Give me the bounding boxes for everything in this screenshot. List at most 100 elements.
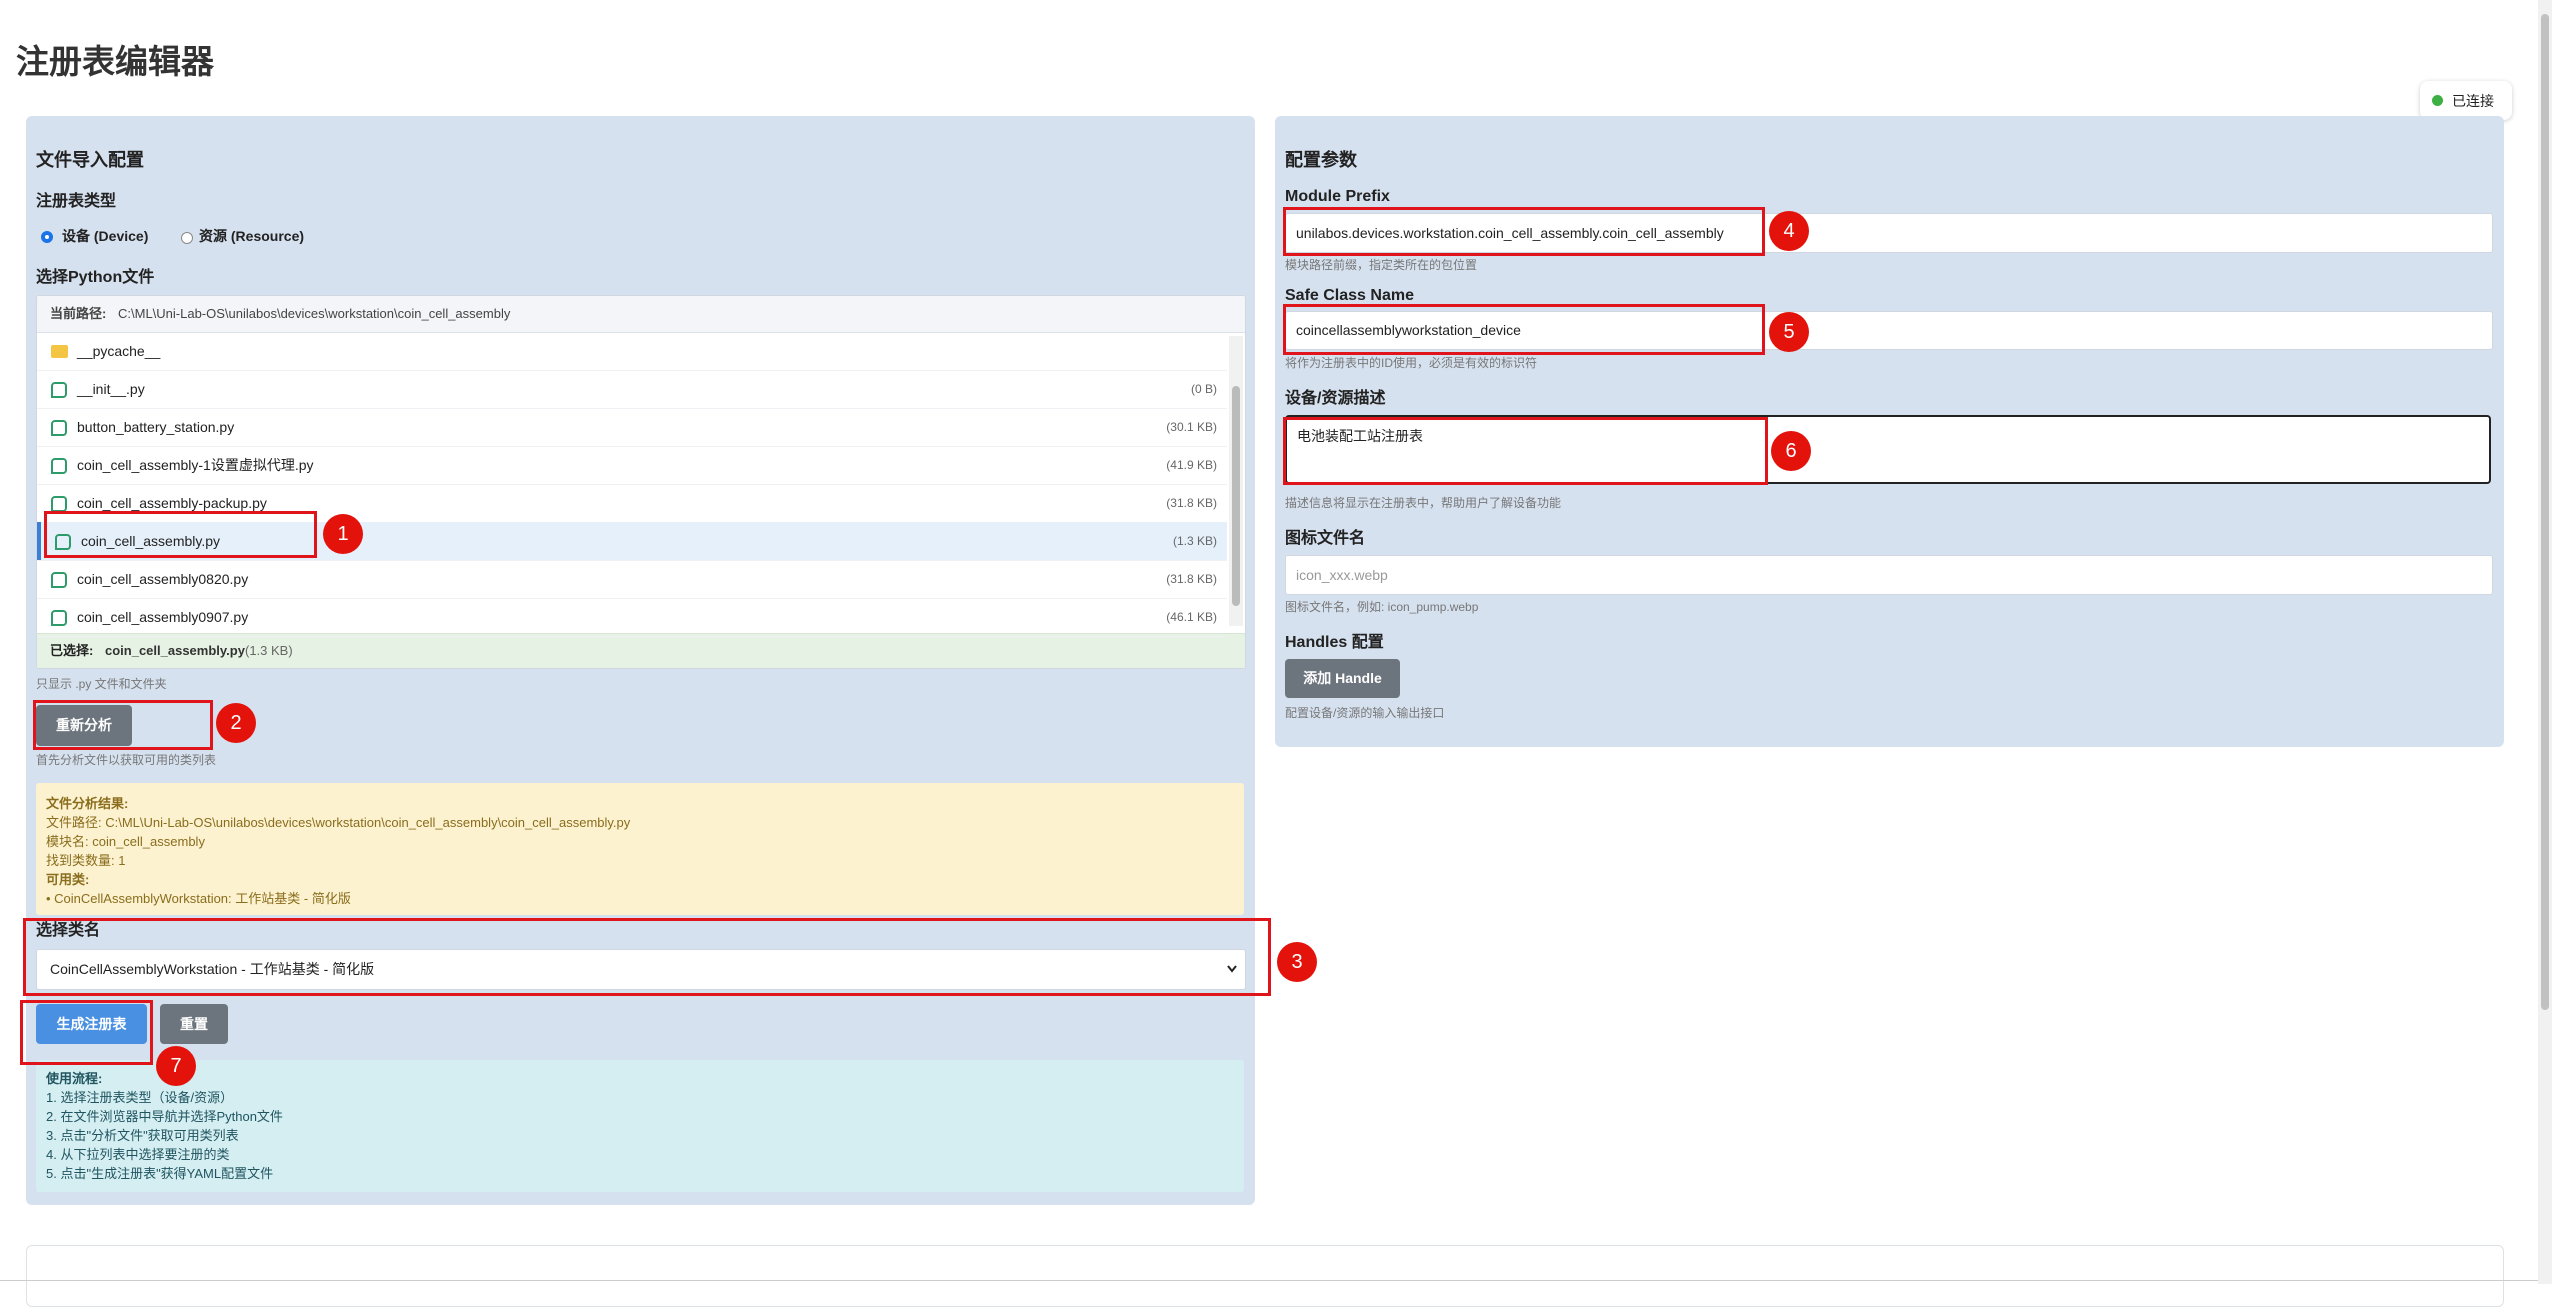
input-placeholder[interactable]: icon_xxx.webp xyxy=(1296,567,1388,583)
file-name[interactable]: __init__.py xyxy=(77,381,145,397)
selected-indicator xyxy=(37,522,41,560)
annotation-number: 4 xyxy=(1769,211,1809,251)
field-label: Module Prefix xyxy=(1285,188,1390,205)
usage-line: 4. 从下拉列表中选择要注册的类 xyxy=(46,1147,230,1162)
file-row[interactable]: coin_cell_assembly.py (1.3 KB) xyxy=(37,522,1227,561)
bottom-panel xyxy=(26,1245,2504,1307)
field-label: Handles 配置 xyxy=(1285,634,1384,651)
radio-device[interactable] xyxy=(41,231,53,243)
file-size: (31.8 KB) xyxy=(1166,572,1217,586)
add-handle-button[interactable]: 添加 Handle xyxy=(1285,659,1400,698)
textarea-value[interactable]: 电池装配工站注册表 xyxy=(1297,428,1423,444)
analysis-line: • CoinCellAssemblyWorkstation: 工作站基类 - 简… xyxy=(46,891,351,906)
file-row[interactable]: coin_cell_assembly-1设置虚拟代理.py (41.9 KB) xyxy=(37,446,1227,485)
file-row[interactable]: __init__.py (0 B) xyxy=(37,370,1227,409)
hint: 配置设备/资源的输入输出接口 xyxy=(1285,706,1445,720)
file-name[interactable]: coin_cell_assembly-1设置虚拟代理.py xyxy=(77,457,314,473)
annotation-box xyxy=(44,511,317,558)
annotation-number: 6 xyxy=(1771,431,1811,471)
input-value[interactable]: unilabos.devices.workstation.coin_cell_a… xyxy=(1296,225,1724,241)
input-value[interactable]: coincellassemblyworkstation_device xyxy=(1296,322,1521,338)
selected-bar xyxy=(37,633,1245,668)
annotation-number: 7 xyxy=(156,1046,196,1086)
file-name[interactable]: coin_cell_assembly-packup.py xyxy=(77,495,267,511)
section-heading: 配置参数 xyxy=(1285,150,1357,170)
python-icon xyxy=(51,420,67,436)
usage-line: 使用流程: xyxy=(46,1071,103,1086)
usage-line: 2. 在文件浏览器中导航并选择Python文件 xyxy=(46,1109,283,1124)
annotation-box xyxy=(33,700,213,750)
page-title: 注册表编辑器 xyxy=(16,43,214,80)
scrollbar[interactable] xyxy=(1229,336,1243,626)
field-label: 选择Python文件 xyxy=(36,269,155,286)
file-name[interactable]: coin_cell_assembly0820.py xyxy=(77,571,249,587)
scroll-thumb[interactable] xyxy=(1232,386,1240,606)
hint: 首先分析文件以获取可用的类列表 xyxy=(36,753,217,767)
hint: 图标文件名，例如: icon_pump.webp xyxy=(1285,600,1479,614)
file-row[interactable]: coin_cell_assembly0907.py (46.1 KB) xyxy=(37,598,1227,637)
file-name[interactable]: __pycache__ xyxy=(77,343,161,359)
hint: 模块路径前缀，指定类所在的包位置 xyxy=(1285,258,1478,272)
annotation-box xyxy=(1283,304,1765,355)
radio-label[interactable]: 设备 (Device) xyxy=(62,228,149,244)
bottom-edge xyxy=(0,1280,2538,1281)
analysis-line: 文件分析结果: xyxy=(46,796,129,811)
status-text: 已连接 xyxy=(2452,93,2494,109)
analysis-line: 模块名: coin_cell_assembly xyxy=(46,834,205,849)
page-scrollbar[interactable] xyxy=(2538,0,2552,1284)
file-row[interactable]: __pycache__ xyxy=(37,332,1227,371)
select-arrow xyxy=(1227,965,1237,973)
selected-size: (1.3 KB) xyxy=(245,643,293,658)
file-size: (46.1 KB) xyxy=(1166,610,1217,624)
file-size: (30.1 KB) xyxy=(1166,420,1217,434)
python-icon xyxy=(55,534,71,550)
usage-line: 1. 选择注册表类型（设备/资源） xyxy=(46,1090,234,1105)
class-name-input[interactable]: coincellassemblyworkstation_device xyxy=(1285,311,2493,350)
file-name[interactable]: coin_cell_assembly0907.py xyxy=(77,609,249,625)
section-heading: 文件导入配置 xyxy=(36,150,144,170)
annotation-box xyxy=(23,918,1271,996)
python-icon xyxy=(51,382,67,398)
file-name[interactable]: coin_cell_assembly.py xyxy=(81,533,221,549)
annotation-box xyxy=(1283,417,1768,485)
class-select[interactable]: CoinCellAssemblyWorkstation - 工作站基类 - 简化… xyxy=(36,949,1246,990)
hint: 只显示 .py 文件和文件夹 xyxy=(36,677,167,691)
annotation-number: 2 xyxy=(216,703,256,743)
analysis-line: 文件路径: C:\ML\Uni-Lab-OS\unilabos\devices\… xyxy=(46,815,631,830)
select-value[interactable]: CoinCellAssemblyWorkstation - 工作站基类 - 简化… xyxy=(50,961,375,977)
file-row[interactable]: coin_cell_assembly0820.py (31.8 KB) xyxy=(37,560,1227,599)
hint: 将作为注册表中的ID使用，必须是有效的标识符 xyxy=(1285,356,1538,370)
generate-button[interactable]: 生成注册表 xyxy=(36,1004,147,1044)
path-label: 当前路径: xyxy=(50,306,107,321)
usage-box: 使用流程: 1. 选择注册表类型（设备/资源） 2. 在文件浏览器中导航并选择Pyt… xyxy=(36,1060,1244,1192)
description-textarea[interactable]: 电池装配工站注册表 xyxy=(1285,415,2491,484)
status-pill: 已连接 xyxy=(2420,81,2512,120)
module-prefix-input[interactable]: unilabos.devices.workstation.coin_cell_a… xyxy=(1285,213,2493,253)
icon-input[interactable]: icon_xxx.webp xyxy=(1285,555,2493,595)
python-icon xyxy=(51,458,67,474)
python-icon xyxy=(51,610,67,626)
radio-resource[interactable] xyxy=(181,232,193,244)
file-size: (0 B) xyxy=(1190,382,1217,396)
python-icon xyxy=(51,496,67,512)
annotation-number: 5 xyxy=(1769,312,1809,352)
analysis-line: 找到类数量: 1 xyxy=(46,853,126,868)
file-row[interactable]: button_battery_station.py (30.1 KB) xyxy=(37,408,1227,447)
analysis-result: 文件分析结果: 文件路径: C:\ML\Uni-Lab-OS\unilabos\d… xyxy=(36,783,1244,915)
file-size: (1.3 KB) xyxy=(1172,534,1217,548)
annotation-box xyxy=(1283,207,1765,256)
file-name[interactable]: button_battery_station.py xyxy=(77,419,235,435)
selected-label: 已选择: xyxy=(50,643,94,658)
file-browser: 当前路径: C:\ML\Uni-Lab-OS\unilabos\devices\… xyxy=(36,295,1246,669)
page-scroll-thumb[interactable] xyxy=(2541,14,2549,1010)
field-label: Safe Class Name xyxy=(1285,287,1414,304)
field-label: 设备/资源描述 xyxy=(1285,390,1386,407)
python-icon xyxy=(51,572,67,588)
path-bar xyxy=(37,296,1245,333)
reset-button[interactable]: 重置 xyxy=(160,1004,228,1044)
reanalyze-button[interactable]: 重新分析 xyxy=(36,705,132,746)
annotation-box xyxy=(20,1000,153,1065)
folder-icon xyxy=(51,345,68,358)
radio-label[interactable]: 资源 (Resource) xyxy=(199,228,305,244)
annotation-number: 1 xyxy=(323,514,363,554)
